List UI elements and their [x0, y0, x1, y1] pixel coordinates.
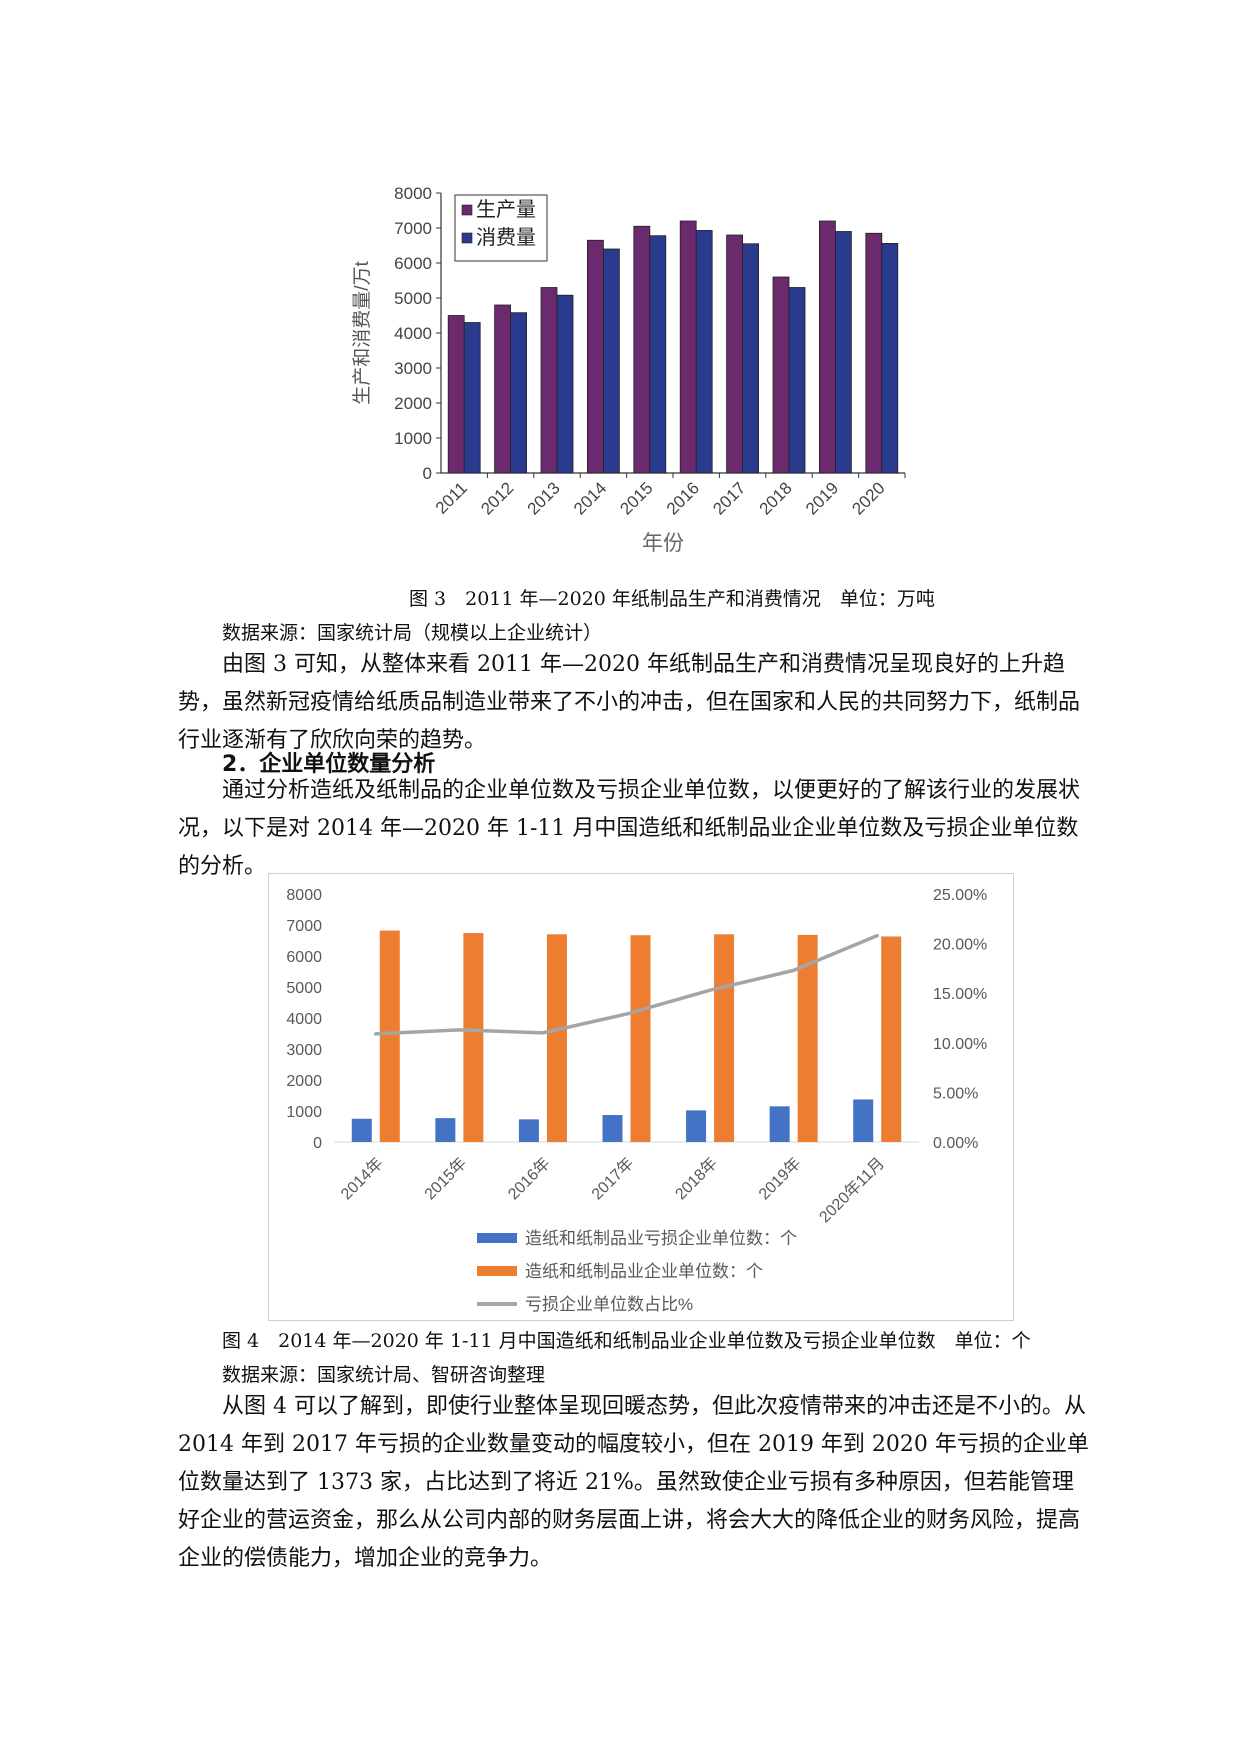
bar-production	[680, 221, 696, 473]
x-tick-label: 2013	[524, 478, 564, 518]
bar-production	[866, 233, 882, 473]
x-tick-label: 2015年	[421, 1154, 470, 1203]
paragraph-3-text: 从图 4 可以了解到，即使行业整体呈现回暖态势，但此次疫情带来的冲击还是不小的。…	[178, 1388, 1093, 1578]
y2-tick-label: 10.00%	[933, 1036, 987, 1053]
x-tick-label: 2018年	[672, 1154, 721, 1203]
y-tick-label: 8000	[286, 887, 322, 904]
y-tick-label: 0	[423, 464, 432, 483]
legend-label: 消费量	[476, 226, 536, 249]
y-tick-label: 0	[313, 1135, 322, 1152]
x-tick-label: 2014	[570, 478, 610, 518]
bar-loss-enterprises	[352, 1119, 372, 1142]
legend-label: 造纸和纸制品业企业单位数：个	[525, 1262, 763, 1281]
y-tick-label: 3000	[286, 1042, 322, 1059]
x-tick-label: 2020年11月	[816, 1154, 888, 1226]
figure4-chart-svg: 0 1000 2000 3000 4000 5000 6000 7000 8000 0.00% 5.…	[269, 874, 1013, 1320]
legend-swatch	[462, 205, 472, 215]
figure3-source: 数据来源：国家统计局（规模以上企业统计）	[222, 618, 602, 645]
bar-production	[773, 277, 789, 473]
figure3-chart: 0 1000 2000 3000 4000 5000 6000 7000 8000 2011 201…	[340, 180, 920, 570]
bar-total-enterprises	[714, 934, 734, 1142]
bar-production	[541, 288, 557, 474]
bar-loss-enterprises	[435, 1118, 455, 1142]
x-tick-label: 2017年	[588, 1154, 637, 1203]
bar-consumption	[882, 243, 898, 473]
paragraph-1-text: 由图 3 可知，从整体来看 2011 年—2020 年纸制品生产和消费情况呈现良…	[178, 646, 1093, 760]
y-tick-label: 4000	[286, 1011, 322, 1028]
bar-consumption	[603, 249, 619, 473]
figure4-caption: 图 4 2014 年—2020 年 1-11 月中国造纸和纸制品业企业单位数及亏…	[222, 1326, 1031, 1353]
x-tick-label: 2017	[709, 478, 749, 518]
bar-production	[819, 221, 835, 473]
paragraph-2-text: 通过分析造纸及纸制品的企业单位数及亏损企业单位数，以便更好的了解该行业的发展状况…	[178, 772, 1093, 886]
bar-consumption	[835, 232, 851, 474]
y-axis-title: 生产和消费量/万t	[351, 261, 373, 405]
y-tick-label: 7000	[286, 918, 322, 935]
bar-total-enterprises	[463, 933, 483, 1142]
x-tick-label: 2020	[848, 478, 888, 518]
y2-tick-label: 0.00%	[933, 1135, 978, 1152]
y-tick-label: 2000	[394, 394, 432, 413]
y2-tick-label: 25.00%	[933, 887, 987, 904]
x-tick-label: 2015	[616, 478, 656, 518]
y-tick-label: 5000	[286, 980, 322, 997]
x-tick-label: 2019年	[755, 1154, 804, 1203]
bar-consumption	[464, 323, 480, 474]
bar-loss-enterprises	[770, 1106, 790, 1142]
bar-total-enterprises	[380, 931, 400, 1142]
bar-production	[587, 240, 603, 473]
x-tick-label: 2011	[432, 478, 471, 517]
legend-label: 造纸和纸制品业亏损企业单位数：个	[525, 1229, 797, 1248]
bar-consumption	[650, 236, 666, 473]
x-tick-label: 2018	[756, 478, 796, 518]
y-tick-label: 3000	[394, 359, 432, 378]
bar-production	[727, 235, 743, 473]
x-tick-label: 2016	[663, 478, 703, 518]
bar-total-enterprises	[547, 934, 567, 1142]
legend-swatch	[477, 1233, 517, 1243]
bar-production	[495, 305, 511, 473]
y2-tick-label: 20.00%	[933, 937, 987, 954]
y-tick-label: 1000	[394, 429, 432, 448]
y-tick-label: 1000	[286, 1104, 322, 1121]
y2-tick-label: 15.00%	[933, 986, 987, 1003]
x-tick-label: 2019	[802, 478, 842, 518]
x-axis-title: 年份	[642, 532, 684, 555]
figure3-caption: 图 3 2011 年—2020 年纸制品生产和消费情况 单位：万吨	[409, 584, 935, 611]
bar-total-enterprises	[881, 936, 901, 1142]
y-tick-label: 5000	[394, 289, 432, 308]
y-tick-label: 8000	[394, 184, 432, 203]
bar-consumption	[557, 295, 573, 473]
bar-loss-enterprises	[603, 1115, 623, 1142]
y-tick-label: 7000	[394, 219, 432, 238]
paragraph-2: 通过分析造纸及纸制品的企业单位数及亏损企业单位数，以便更好的了解该行业的发展状况…	[178, 772, 1093, 886]
bar-consumption	[696, 230, 712, 473]
bar-loss-enterprises	[686, 1110, 706, 1142]
y-tick-label: 4000	[394, 324, 432, 343]
x-tick-label: 2016年	[505, 1154, 554, 1203]
figure4-chart: 0 1000 2000 3000 4000 5000 6000 7000 8000 0.00% 5.…	[268, 873, 1014, 1321]
legend-label: 生产量	[476, 198, 536, 221]
bar-loss-enterprises	[853, 1099, 873, 1142]
bar-consumption	[789, 288, 805, 474]
bar-production	[448, 316, 464, 474]
paragraph-3: 从图 4 可以了解到，即使行业整体呈现回暖态势，但此次疫情带来的冲击还是不小的。…	[178, 1388, 1093, 1578]
x-tick-label: 2012	[477, 478, 517, 518]
y-tick-label: 2000	[286, 1073, 322, 1090]
y-tick-label: 6000	[286, 949, 322, 966]
legend-label: 亏损企业单位数占比%	[525, 1295, 693, 1314]
y-tick-label: 6000	[394, 254, 432, 273]
bar-consumption	[743, 244, 759, 473]
paragraph-1: 由图 3 可知，从整体来看 2011 年—2020 年纸制品生产和消费情况呈现良…	[178, 646, 1093, 760]
legend-swatch	[462, 233, 472, 243]
x-tick-label: 2014年	[337, 1154, 386, 1203]
bar-total-enterprises	[631, 935, 651, 1142]
legend-swatch	[477, 1266, 517, 1276]
bar-loss-enterprises	[519, 1119, 539, 1142]
y2-tick-label: 5.00%	[933, 1085, 978, 1102]
bar-consumption	[511, 313, 527, 473]
bar-production	[634, 226, 650, 473]
figure4-source: 数据来源：国家统计局、智研咨询整理	[222, 1360, 545, 1387]
